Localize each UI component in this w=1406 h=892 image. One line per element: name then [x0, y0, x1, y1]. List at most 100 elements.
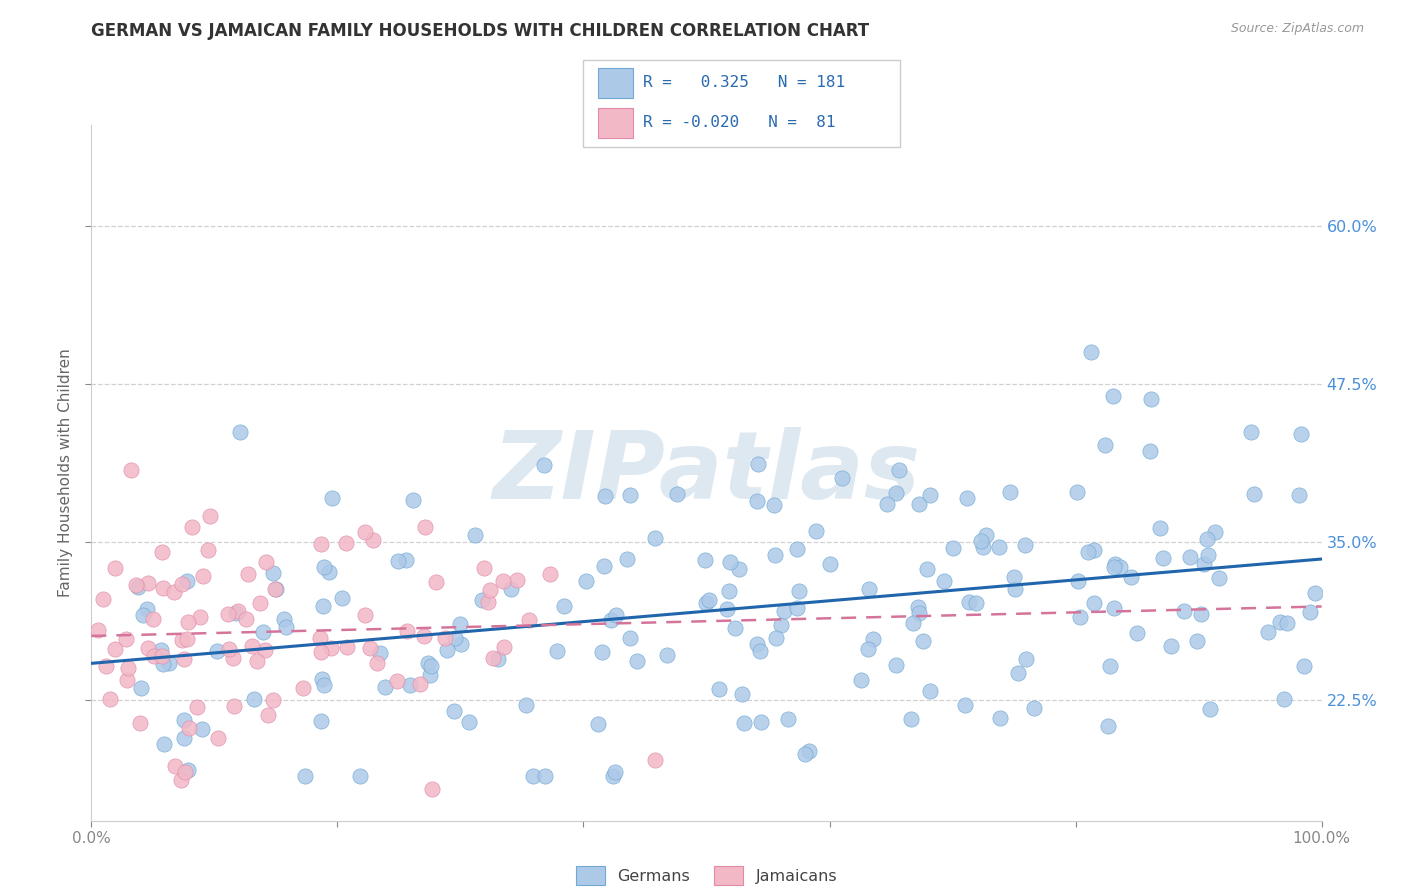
Point	[553, 599, 575, 613]
Point	[998, 485, 1021, 500]
Point	[538, 567, 561, 582]
Point	[318, 565, 340, 579]
Point	[616, 552, 638, 566]
Point	[173, 651, 195, 665]
Point	[150, 643, 173, 657]
Point	[717, 584, 740, 599]
Point	[884, 485, 907, 500]
Point	[361, 533, 384, 547]
Point	[599, 613, 621, 627]
Point	[1080, 345, 1102, 359]
Point	[276, 620, 298, 634]
Point	[177, 721, 200, 735]
Point	[115, 632, 138, 646]
Point	[308, 632, 330, 646]
Point	[831, 471, 853, 485]
Point	[517, 613, 540, 627]
Point	[262, 693, 284, 707]
Point	[728, 562, 751, 576]
Point	[238, 567, 260, 582]
Point	[395, 553, 418, 567]
Point	[1125, 625, 1147, 640]
Point	[619, 631, 641, 645]
Point	[444, 631, 467, 645]
Point	[366, 656, 388, 670]
Point	[1160, 640, 1182, 654]
Point	[127, 580, 149, 594]
Point	[731, 687, 754, 701]
Point	[311, 672, 333, 686]
Point	[425, 574, 447, 589]
Point	[1094, 438, 1116, 452]
Point	[588, 717, 610, 731]
Point	[217, 607, 239, 621]
Point	[1195, 532, 1218, 546]
Point	[436, 642, 458, 657]
Point	[900, 712, 922, 726]
Point	[413, 629, 436, 643]
Point	[349, 769, 371, 783]
Point	[150, 545, 173, 559]
Point	[818, 558, 841, 572]
Point	[1083, 542, 1105, 557]
Point	[254, 642, 277, 657]
Point	[142, 611, 165, 625]
Point	[353, 607, 375, 622]
Point	[915, 562, 938, 576]
Point	[491, 574, 513, 588]
Point	[188, 610, 211, 624]
Point	[311, 599, 333, 613]
Point	[1004, 582, 1026, 596]
Point	[1268, 615, 1291, 629]
Point	[506, 573, 529, 587]
Point	[1066, 485, 1088, 500]
Point	[235, 612, 257, 626]
Point	[1243, 486, 1265, 500]
Point	[457, 714, 479, 729]
Point	[319, 641, 342, 656]
Point	[1097, 719, 1119, 733]
Text: Source: ZipAtlas.com: Source: ZipAtlas.com	[1230, 22, 1364, 36]
Point	[385, 673, 408, 688]
Point	[125, 578, 148, 592]
Point	[1069, 610, 1091, 624]
Text: R = -0.020   N =  81: R = -0.020 N = 81	[643, 115, 835, 129]
Point	[249, 596, 271, 610]
Point	[409, 677, 432, 691]
Point	[173, 713, 195, 727]
Point	[707, 682, 730, 697]
Point	[464, 527, 486, 541]
Point	[666, 486, 689, 500]
Point	[312, 560, 335, 574]
Point	[918, 684, 941, 698]
Point	[177, 615, 200, 630]
Point	[1149, 521, 1171, 535]
Point	[765, 631, 787, 645]
Point	[478, 582, 501, 597]
Point	[163, 585, 186, 599]
Point	[747, 457, 769, 471]
Point	[129, 681, 152, 696]
Point	[575, 574, 598, 589]
Point	[482, 651, 505, 665]
Point	[186, 700, 208, 714]
Point	[1199, 702, 1222, 716]
Point	[884, 657, 907, 672]
Point	[434, 631, 457, 645]
Point	[152, 737, 174, 751]
Point	[1104, 600, 1126, 615]
Point	[934, 574, 956, 589]
Point	[374, 681, 396, 695]
Point	[170, 773, 193, 788]
Point	[387, 554, 409, 568]
Point	[336, 640, 359, 655]
Point	[797, 744, 820, 758]
Point	[1014, 651, 1036, 665]
Point	[207, 731, 229, 745]
Point	[104, 561, 127, 575]
Point	[1014, 538, 1036, 552]
Point	[955, 698, 977, 712]
Y-axis label: Family Households with Children: Family Households with Children	[58, 349, 73, 597]
Text: ZIPatlas: ZIPatlas	[492, 426, 921, 519]
Point	[655, 648, 678, 662]
